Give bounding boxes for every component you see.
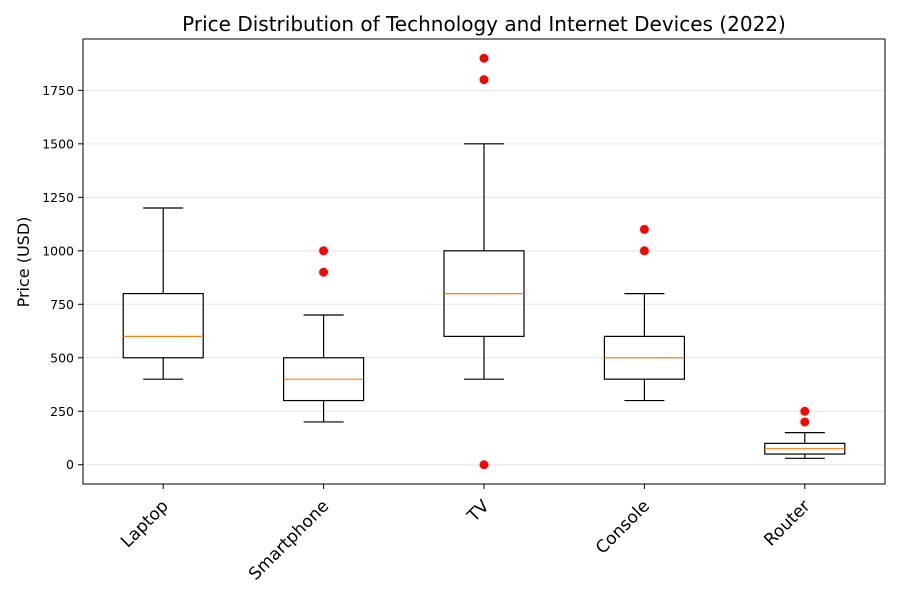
- outlier-point: [800, 417, 810, 427]
- outlier-point: [639, 246, 649, 256]
- y-tick-label: 0: [66, 457, 74, 472]
- x-tick-label: Smartphone: [245, 496, 333, 584]
- outlier-point: [800, 406, 810, 416]
- chart-title: Price Distribution of Technology and Int…: [182, 12, 786, 36]
- iqr-box: [122, 292, 204, 359]
- plot-area-frame: [82, 38, 886, 485]
- outlier-point: [479, 53, 489, 63]
- outlier-point: [479, 460, 489, 470]
- y-tick-label: 1000: [42, 243, 74, 258]
- x-tick-label: Router: [760, 496, 814, 550]
- outlier-point: [479, 75, 489, 85]
- box-console: [603, 292, 686, 402]
- outliers: [319, 53, 810, 470]
- x-axis-ticks: Laptop Smartphone TV Console Router: [117, 484, 814, 585]
- y-tick-label: 1250: [42, 190, 74, 205]
- outlier-point: [319, 246, 329, 256]
- box-laptop: [122, 207, 204, 380]
- y-axis-ticks: 0 250 500 750 1000 1250 1500 1750: [42, 83, 83, 472]
- outlier-point: [319, 267, 329, 277]
- y-tick-label: 500: [50, 350, 74, 365]
- box-tv: [443, 143, 525, 380]
- y-tick-label: 750: [50, 297, 74, 312]
- box-router: [764, 432, 846, 459]
- box-smartphone: [283, 314, 365, 423]
- x-tick-label: Console: [592, 496, 654, 558]
- y-tick-label: 250: [50, 404, 74, 419]
- x-tick-label: Laptop: [117, 496, 173, 552]
- y-tick-label: 1750: [42, 83, 74, 98]
- y-tick-label: 1500: [42, 136, 74, 151]
- boxes: [122, 143, 846, 459]
- outlier-point: [639, 224, 649, 234]
- y-axis-label: Price (USD): [14, 217, 33, 308]
- x-tick-label: TV: [463, 496, 494, 527]
